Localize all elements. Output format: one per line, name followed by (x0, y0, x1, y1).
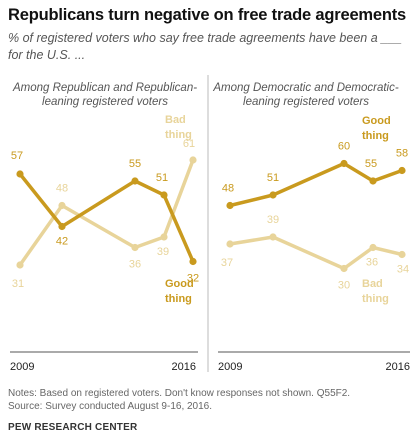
data-point-bad (160, 233, 168, 241)
data-point-bad (269, 233, 277, 241)
panel-title-line2: leaning registered voters (42, 96, 168, 108)
data-label-bad: 48 (56, 183, 68, 195)
series-points (226, 159, 406, 273)
notes-text: Notes: Based on registered voters. Don't… (8, 388, 351, 399)
data-label-good: 51 (267, 172, 279, 184)
series-labels: Bad thing Good thing (362, 115, 391, 305)
data-point-good (131, 177, 139, 185)
data-point-bad (58, 201, 66, 210)
data-label-bad: 36 (129, 259, 141, 271)
panel-title-line2: leaning registered voters (243, 96, 369, 108)
data-point-bad (16, 261, 24, 269)
x-tick-label-start: 2009 (10, 361, 34, 373)
data-label-good: 55 (365, 158, 377, 170)
data-point-good (16, 170, 24, 178)
data-label-bad: 34 (397, 264, 409, 276)
data-point-good (369, 177, 377, 185)
data-label-good: 55 (129, 158, 141, 170)
data-point-good (189, 257, 197, 266)
data-point-bad (226, 240, 234, 248)
data-point-good (58, 222, 66, 231)
notes-block: Notes: Based on registered voters. Don't… (8, 387, 350, 413)
value-labels: 31 48 36 39 61 57 42 55 51 32 (11, 138, 199, 290)
data-point-bad (340, 264, 348, 273)
data-point-bad (131, 243, 139, 252)
data-point-bad (189, 156, 197, 164)
data-label-good: 58 (396, 148, 408, 160)
series-labels: Bad thing Good thing (165, 114, 194, 305)
chart-title: Republicans turn negative on free trade … (8, 6, 407, 24)
data-label-good: 51 (156, 172, 168, 184)
data-point-good (269, 191, 277, 199)
x-tick-label-end: 2016 (386, 361, 410, 373)
panel-title-line1: Among Democratic and Democratic- (212, 82, 399, 94)
data-label-good: 48 (222, 183, 234, 195)
value-labels: 37 39 30 36 34 48 51 60 55 58 (221, 141, 409, 292)
data-point-good (340, 159, 348, 168)
series-lines (228, 161, 404, 271)
brand-logo: PEW RESEARCH CENTER (8, 422, 138, 433)
data-point-bad (369, 243, 377, 252)
data-point-good (398, 166, 406, 175)
data-label-good: 42 (56, 236, 68, 248)
x-tick-label-end: 2016 (172, 361, 196, 373)
data-point-good (160, 191, 168, 199)
panel-title-line1: Among Republican and Republican- (12, 82, 197, 94)
x-tick-label-start: 2009 (218, 361, 242, 373)
data-label-bad: 61 (183, 138, 195, 150)
data-label-bad: 39 (157, 246, 169, 258)
source-text: Source: Survey conducted August 9-16, 20… (8, 401, 213, 412)
series-points (16, 156, 197, 269)
series-label-good: Good thing (362, 115, 391, 142)
panel-democratic: Among Democratic and Democratic- leaning… (212, 82, 410, 373)
data-label-bad: 36 (366, 257, 378, 269)
series-label-bad: Bad thing (362, 278, 389, 305)
data-label-bad: 37 (221, 257, 233, 269)
series-label-bad: Bad thing (165, 114, 192, 141)
data-label-good: 32 (187, 273, 199, 285)
panel-republican: Among Republican and Republican- leaning… (10, 82, 199, 373)
chart-subtitle: % of registered voters who say free trad… (8, 31, 402, 62)
data-point-bad (398, 250, 406, 259)
data-point-good (226, 201, 234, 210)
data-label-good: 57 (11, 150, 23, 162)
data-label-bad: 31 (12, 278, 24, 290)
series-label-good: Good thing (165, 278, 194, 305)
data-label-good: 60 (338, 141, 350, 153)
data-label-bad: 30 (338, 280, 350, 292)
data-label-bad: 39 (267, 214, 279, 226)
